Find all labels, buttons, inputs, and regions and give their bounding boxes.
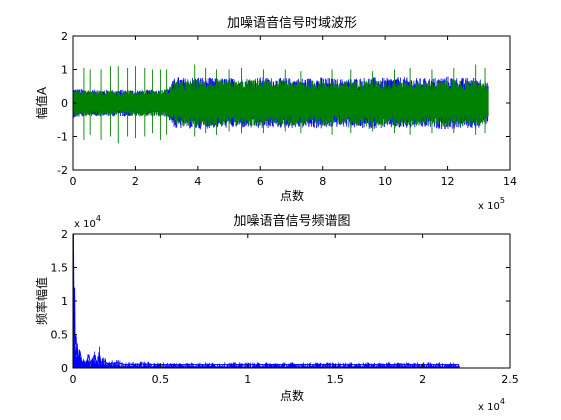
spectrum-xtick-label-2: 1 (244, 373, 251, 386)
spectrum-xtick-label-1: 0.5 (152, 373, 170, 386)
spectrum-ytick-label-4: 2 (61, 228, 68, 241)
spectrum-ticks: 0 0.5 1 1.5 2 2.5 0 0.5 1 1.5 2 (51, 228, 519, 386)
spectrum-series-1-texture (73, 234, 460, 368)
spectrum-xlabel: 点数 (280, 388, 304, 403)
spectrum-axes: 加噪语音信号频谱图 x 104 0 0.5 1 1.5 2 2.500.511.52 点数… (34, 213, 519, 413)
time-domain-xtick-label-3: 6 (257, 175, 264, 188)
spectrum-series-1 (73, 234, 460, 368)
time-domain-xlabel: 点数 (280, 188, 304, 203)
spectrum-y-multiplier-base: x 10 (74, 219, 96, 230)
spectrum-ylabel: 频率幅值 (34, 277, 49, 325)
time-domain-ytick-label-3: 1 (61, 64, 68, 77)
time-domain-xtick-label-5: 10 (378, 175, 392, 188)
time-domain-title: 加噪语音信号时域波形 (227, 15, 357, 31)
spectrum-x-multiplier-base: x 10 (478, 402, 500, 413)
time-domain-ytick-label-1: -1 (57, 131, 68, 144)
time-domain-ytick-label-2: 0 (61, 97, 68, 110)
time-domain-plot-area (72, 35, 511, 171)
time-domain-x-multiplier-exp: 5 (500, 196, 505, 205)
spectrum-title: 加噪语音信号频谱图 (233, 213, 350, 229)
time-domain-xtick-label-2: 4 (194, 175, 201, 188)
spectrum-y-multiplier: x 104 (74, 214, 101, 230)
spectrum-ytick-label-0: 0 (61, 362, 68, 375)
time-domain-xtick-label-1: 2 (132, 175, 139, 188)
time-domain-xtick-label-0: 0 (70, 175, 77, 188)
time-domain-ytick-label-4: 2 (61, 30, 68, 43)
time-domain-xtick-label-4: 8 (319, 175, 326, 188)
spectrum-ytick-label-1: 0.5 (51, 329, 69, 342)
spectrum-ytick-label-3: 1.5 (51, 262, 69, 275)
time-domain-ytick-label-0: -2 (57, 164, 68, 177)
time-domain-ylabel: 幅值A (34, 86, 49, 119)
time-domain-series-2-trace (73, 78, 489, 128)
spectrum-x-multiplier: x 104 (478, 397, 505, 413)
spectrum-ytick-label-2: 1 (61, 295, 68, 308)
spectrum-y-multiplier-exp: 4 (96, 214, 101, 223)
time-domain-xtick-label-6: 12 (441, 175, 455, 188)
spectrum-xtick-label-0: 0 (70, 373, 77, 386)
time-domain-series-2 (73, 64, 489, 144)
time-domain-x-multiplier-base: x 10 (478, 201, 500, 212)
time-domain-x-multiplier: x 105 (478, 196, 505, 212)
spectrum-xtick-label-4: 2 (419, 373, 426, 386)
spectrum-xtick-label-3: 1.5 (326, 373, 344, 386)
spectrum-xtick-label-5: 2.5 (501, 373, 519, 386)
spectrum-x-multiplier-exp: 4 (500, 397, 505, 406)
time-domain-xtick-label-7: 14 (503, 175, 517, 188)
